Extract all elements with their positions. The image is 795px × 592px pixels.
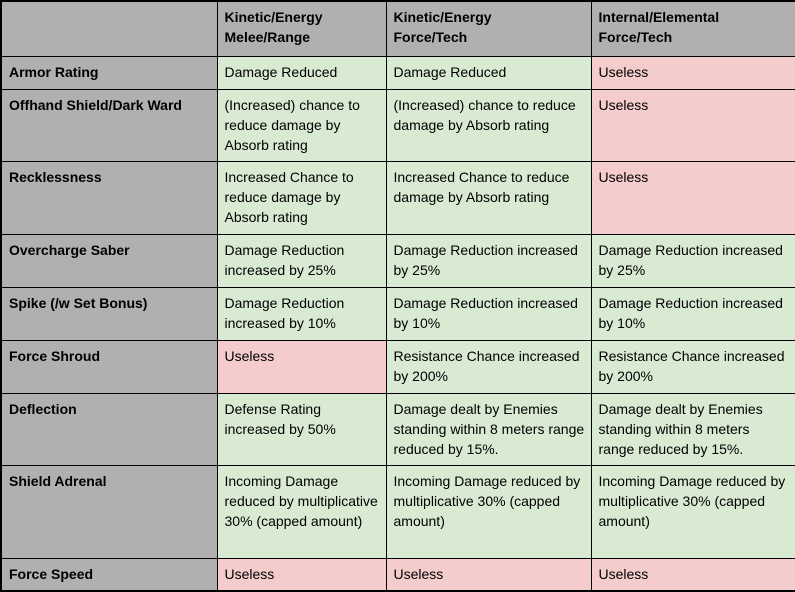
table-cell: Incoming Damage reduced by multiplicativ… [216,464,387,559]
table-body: Armor Rating Damage Reduced Damage Reduced… [0,55,795,591]
row-label: Recklessness [0,160,218,235]
table-row: Recklessness Increased Chance to reduce d… [0,160,795,235]
table-cell: Defense Rating increased by 50% [216,392,387,466]
table-cell: Damage dealt by Enemies standing within … [385,392,592,466]
table-cell: Damage Reduction increased by 10% [385,286,592,341]
table-row: Overcharge Saber Damage Reduction increas… [0,233,795,288]
table-cell: Useless [385,557,592,591]
table-cell: Damage Reduced [385,55,592,90]
row-label: Overcharge Saber [0,233,218,288]
table-cell: Useless [590,88,795,162]
header-row: Kinetic/Energy Melee/Range Kinetic/Energy… [0,0,795,57]
table-cell: Incoming Damage reduced by multiplicativ… [590,464,795,559]
column-header: Internal/Elemental Force/Tech [590,0,795,57]
table-cell: (Increased) chance to reduce damage by A… [216,88,387,162]
table-cell: Resistance Chance increased by 200% [385,339,592,394]
table-cell: Useless [216,557,387,591]
table-cell: (Increased) chance to reduce damage by A… [385,88,592,162]
row-label: Shield Adrenal [0,464,218,559]
row-label: Force Speed [0,557,218,591]
table-cell: Damage dealt by Enemies standing within … [590,392,795,466]
table-cell: Useless [590,55,795,90]
row-label: Force Shroud [0,339,218,394]
row-label: Offhand Shield/Dark Ward [0,88,218,162]
table-cell: Useless [216,339,387,394]
table-cell: Useless [590,557,795,591]
row-label: Spike (/w Set Bonus) [0,286,218,341]
table-cell: Damage Reduction increased by 10% [216,286,387,341]
table-row: Shield Adrenal Incoming Damage reduced by… [0,464,795,559]
table-header: Kinetic/Energy Melee/Range Kinetic/Energy… [0,0,795,57]
table-row: Force Speed Useless Useless Useless [0,557,795,591]
table-cell: Damage Reduced [216,55,387,90]
table-cell: Damage Reduction increased by 10% [590,286,795,341]
table-row: Spike (/w Set Bonus) Damage Reduction inc… [0,286,795,341]
table-row: Armor Rating Damage Reduced Damage Reduced… [0,55,795,90]
corner-header-cell [0,0,218,57]
table-row: Deflection Defense Rating increased by 50… [0,392,795,466]
table-row: Offhand Shield/Dark Ward (Increased) chan… [0,88,795,162]
table-cell: Useless [590,160,795,235]
table-cell: Damage Reduction increased by 25% [385,233,592,288]
table-cell: Increased Chance to reduce damage by Abs… [216,160,387,235]
table-cell: Resistance Chance increased by 200% [590,339,795,394]
table-row: Force Shroud Useless Resistance Chance inc… [0,339,795,394]
table-cell: Damage Reduction increased by 25% [590,233,795,288]
column-header: Kinetic/Energy Melee/Range [216,0,387,57]
table-cell: Increased Chance to reduce damage by Abs… [385,160,592,235]
row-label: Armor Rating [0,55,218,90]
table-cell: Damage Reduction increased by 25% [216,233,387,288]
column-header: Kinetic/Energy Force/Tech [385,0,592,57]
row-label: Deflection [0,392,218,466]
table-cell: Incoming Damage reduced by multiplicativ… [385,464,592,559]
